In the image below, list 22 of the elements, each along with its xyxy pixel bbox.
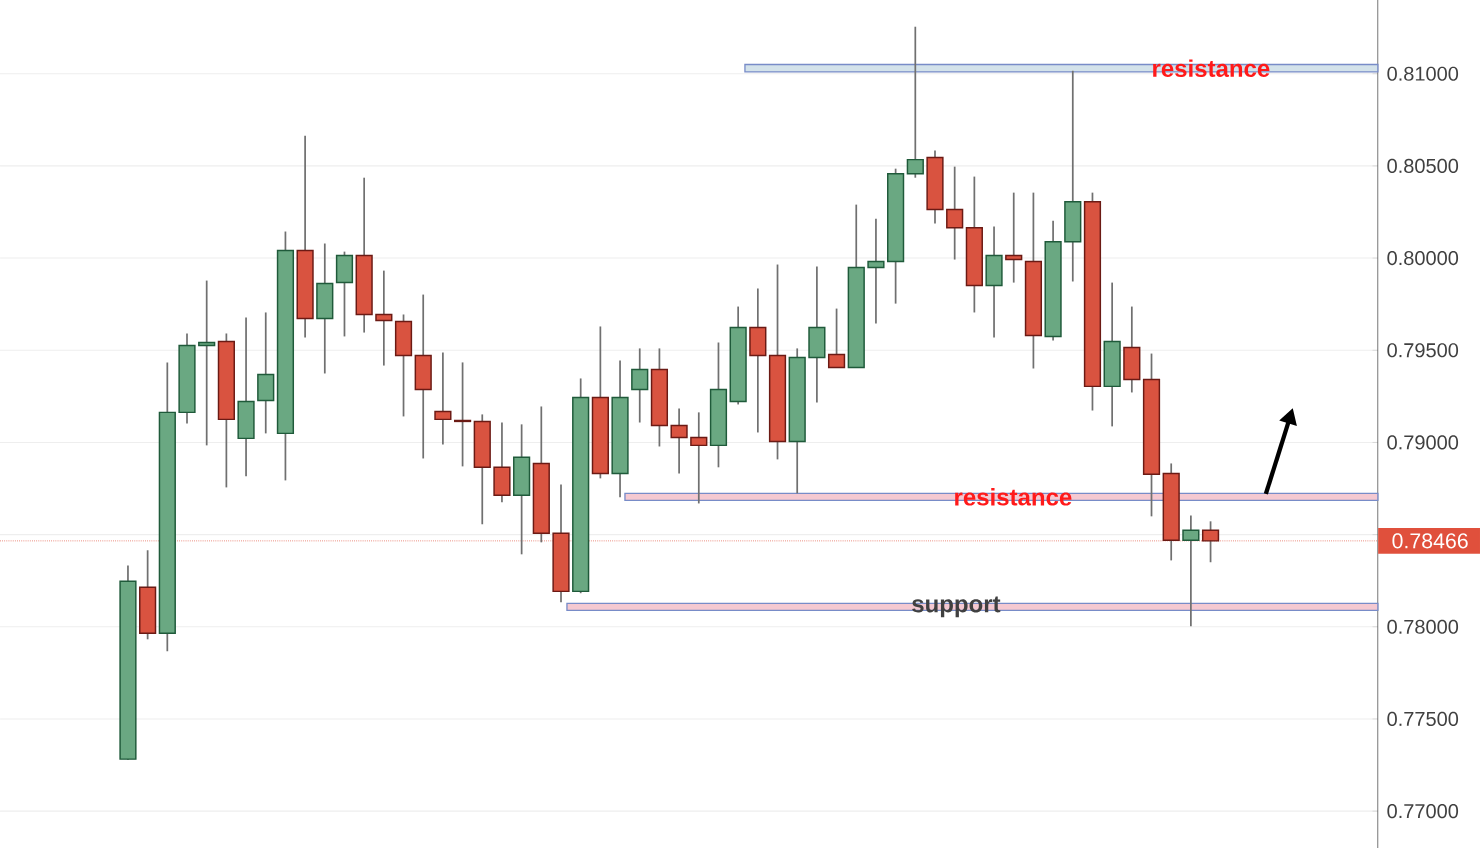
candlestick xyxy=(827,307,846,369)
y-tick-label: 0.80500 xyxy=(1387,158,1459,173)
candlestick xyxy=(690,411,708,505)
band-label: resistance xyxy=(1153,59,1270,78)
y-tick-label: 0.80000 xyxy=(1387,250,1459,266)
y-tick-label: 0.78000 xyxy=(1387,619,1459,634)
candlestick xyxy=(434,351,452,446)
ref-line-label: 0.78466 xyxy=(1392,533,1468,549)
candlestick xyxy=(670,407,688,475)
candlestick xyxy=(946,165,964,261)
y-tick-label: 0.81000 xyxy=(1387,66,1459,81)
candlestick xyxy=(631,347,649,424)
y-tick-label: 0.77000 xyxy=(1387,804,1459,819)
candlestick xyxy=(867,217,885,325)
candlestick xyxy=(1005,191,1023,284)
candlestick xyxy=(375,269,393,367)
candlestick xyxy=(1182,514,1200,628)
y-tick-label: 0.79000 xyxy=(1387,435,1459,450)
y-tick-label: 0.79500 xyxy=(1387,343,1459,358)
candlestick xyxy=(906,25,924,179)
y-tick-label: 0.77500 xyxy=(1387,711,1459,727)
candlestick xyxy=(198,279,216,447)
